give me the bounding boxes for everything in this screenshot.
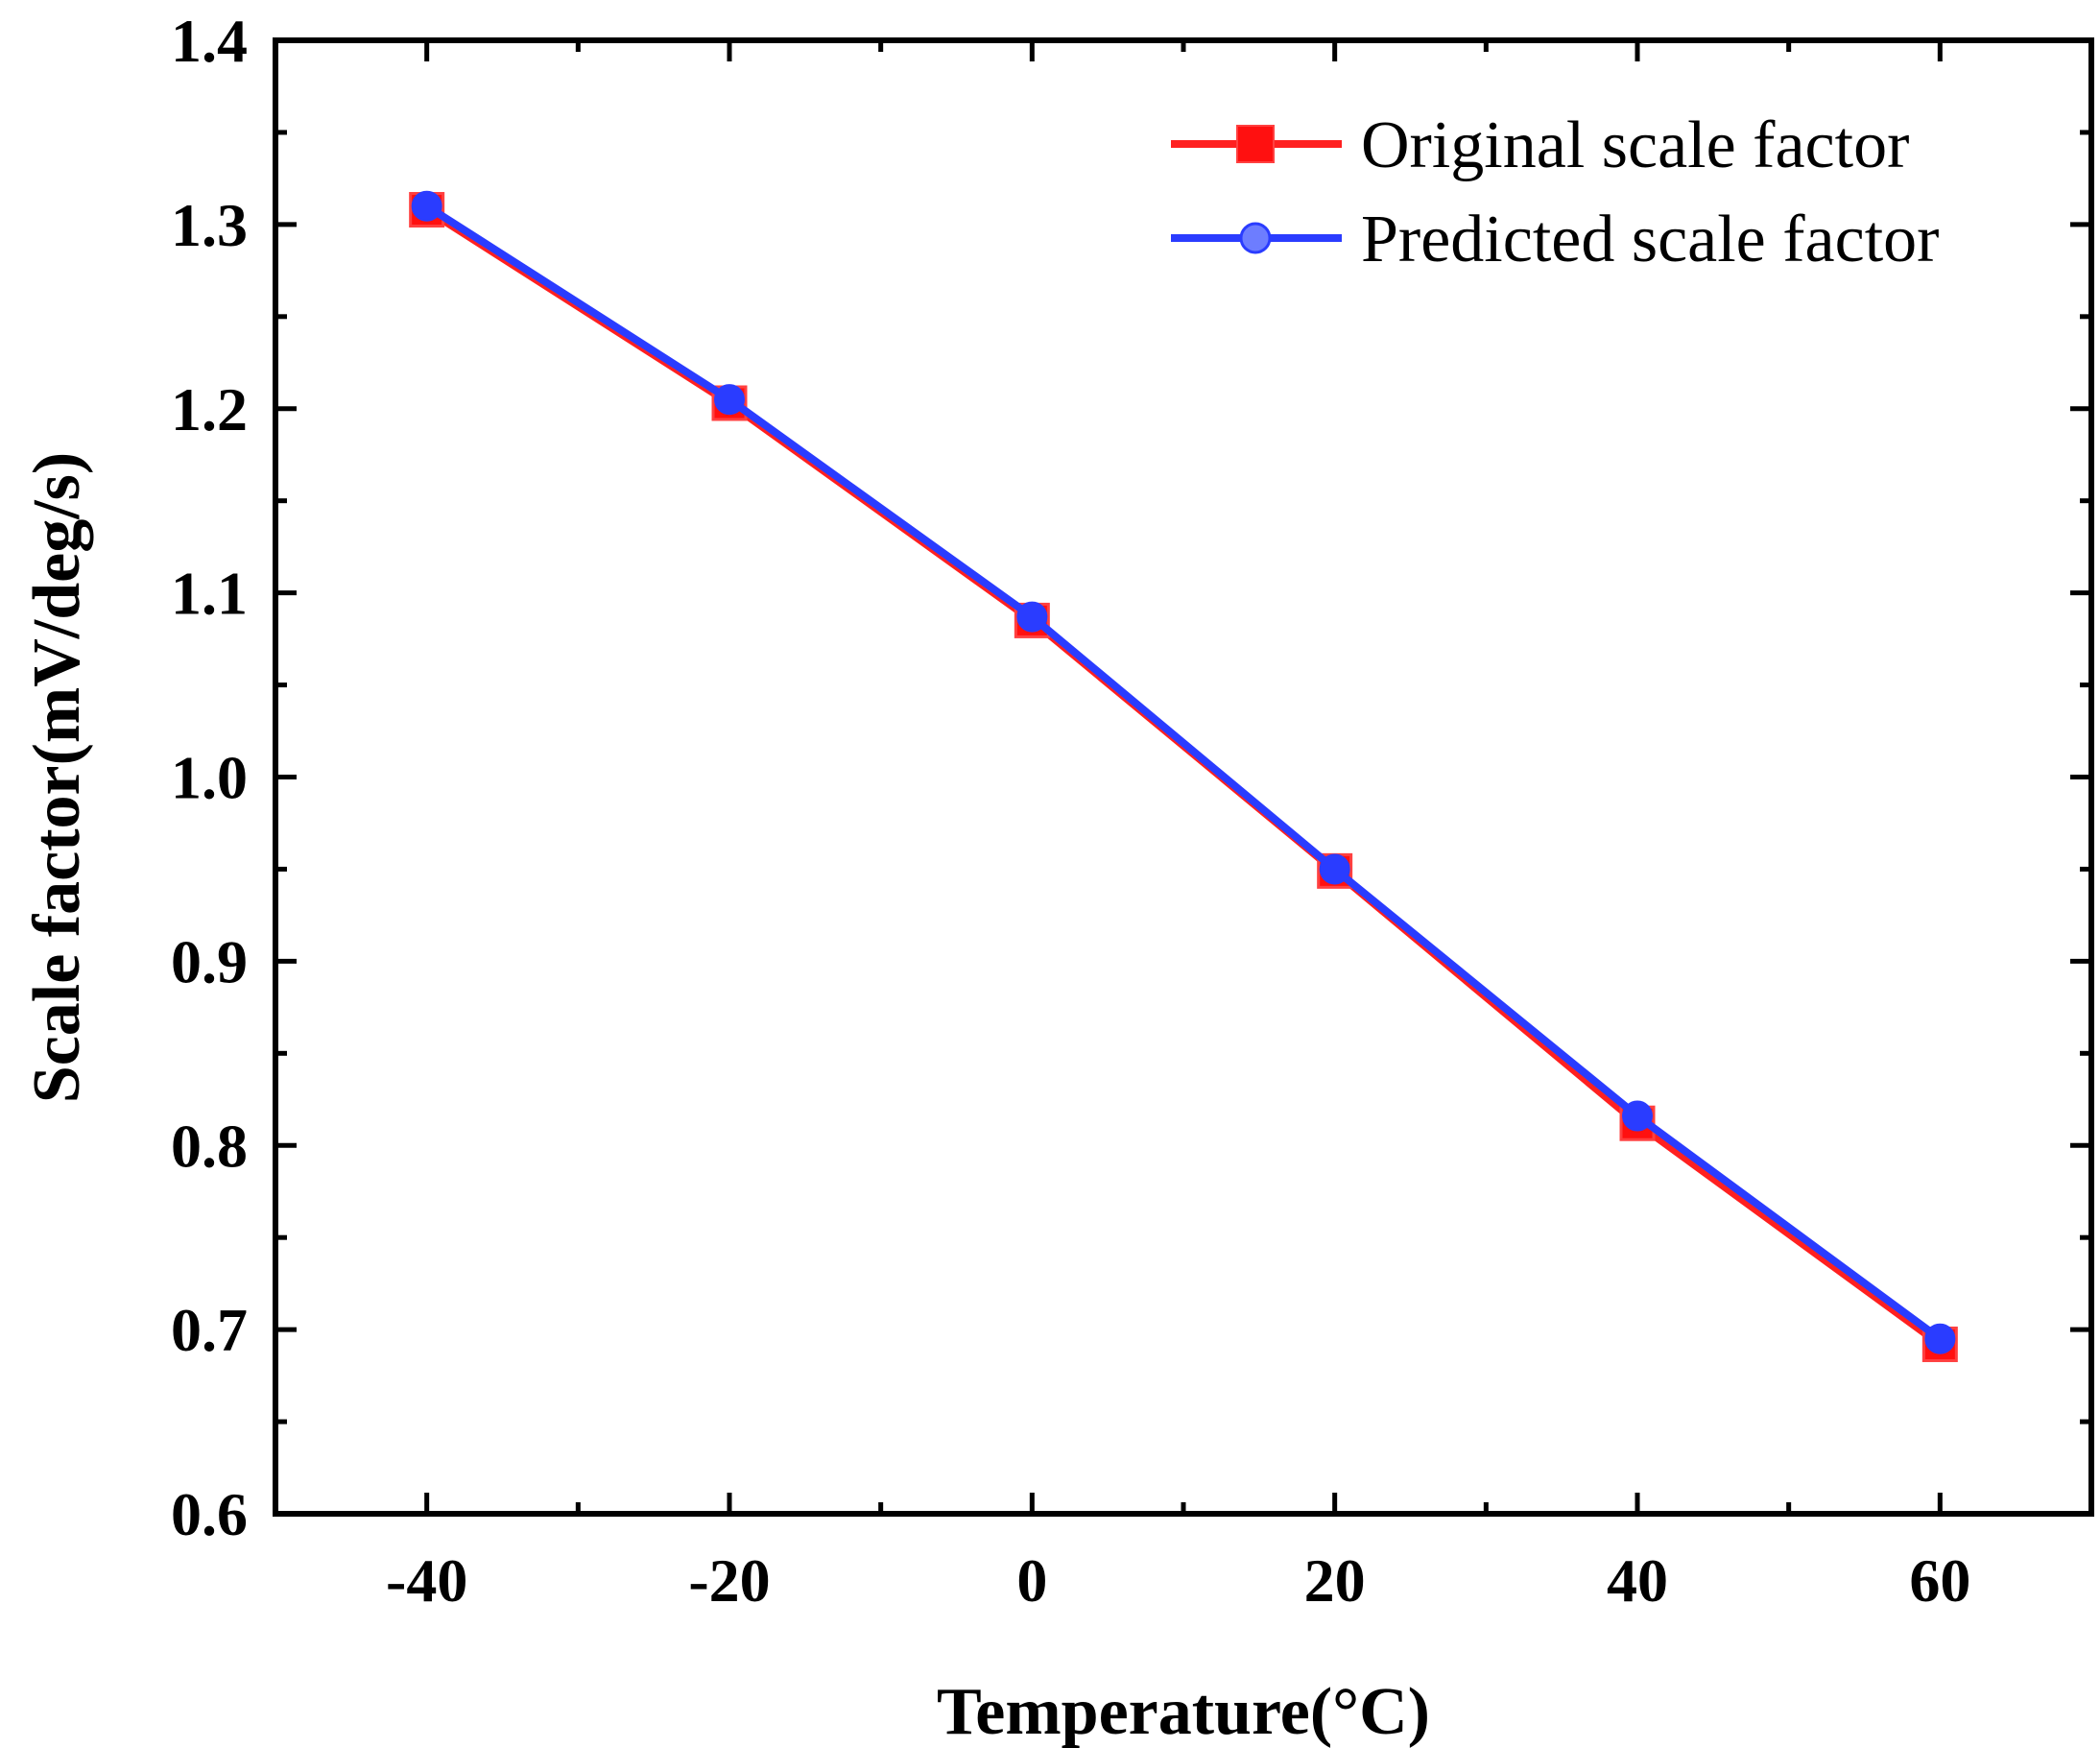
x-axis-title: Temperature(°C) bbox=[937, 1675, 1430, 1748]
predicted-data-point bbox=[1924, 1323, 1956, 1354]
x-tick-label: 40 bbox=[1607, 1546, 1668, 1615]
predicted-data-point bbox=[411, 190, 442, 222]
legend-label-original: Original scale factor bbox=[1361, 108, 1909, 182]
y-tick-label: 1.0 bbox=[171, 744, 248, 812]
ticks-layer: -40 -20 0 20 40 60 0.6 0.7 0.8 0.9 1.0 1.1 1.2 1.3 1.4 bbox=[171, 7, 2091, 1615]
predicted-data-point bbox=[1016, 601, 1048, 633]
legend: Original scale factor Predicted scale fa… bbox=[1171, 108, 1939, 276]
plot-area-frame bbox=[273, 37, 2094, 1517]
y-tick-label: 1.1 bbox=[171, 560, 248, 628]
x-tick-label: -20 bbox=[688, 1546, 770, 1615]
predicted-data-point bbox=[1622, 1100, 1653, 1132]
series-layer bbox=[409, 190, 1958, 1362]
legend-circle-marker bbox=[1239, 222, 1272, 254]
y-tick-label: 1.3 bbox=[171, 191, 248, 259]
x-tick-label: 20 bbox=[1304, 1546, 1366, 1615]
x-tick-label: 60 bbox=[1909, 1546, 1970, 1615]
legend-item-predicted: Predicted scale factor bbox=[1171, 203, 1939, 276]
x-tick-label: 0 bbox=[1016, 1546, 1047, 1615]
series-line-predicted bbox=[424, 203, 1943, 1342]
y-tick-label: 0.8 bbox=[171, 1112, 248, 1180]
y-tick-label: 0.6 bbox=[171, 1480, 248, 1548]
legend-item-original: Original scale factor bbox=[1171, 108, 1909, 182]
predicted-data-point bbox=[1319, 853, 1350, 885]
legend-square-marker bbox=[1236, 125, 1275, 163]
y-tick-label: 1.4 bbox=[171, 7, 248, 75]
y-axis-title: Scale factor(mV/deg/s) bbox=[20, 452, 94, 1103]
predicted-data-point bbox=[714, 384, 745, 416]
y-tick-label: 1.2 bbox=[171, 375, 248, 443]
y-tick-label: 0.7 bbox=[171, 1296, 248, 1364]
x-tick-label: -40 bbox=[386, 1546, 467, 1615]
y-tick-label: 0.9 bbox=[171, 927, 248, 995]
legend-label-predicted: Predicted scale factor bbox=[1361, 203, 1939, 276]
